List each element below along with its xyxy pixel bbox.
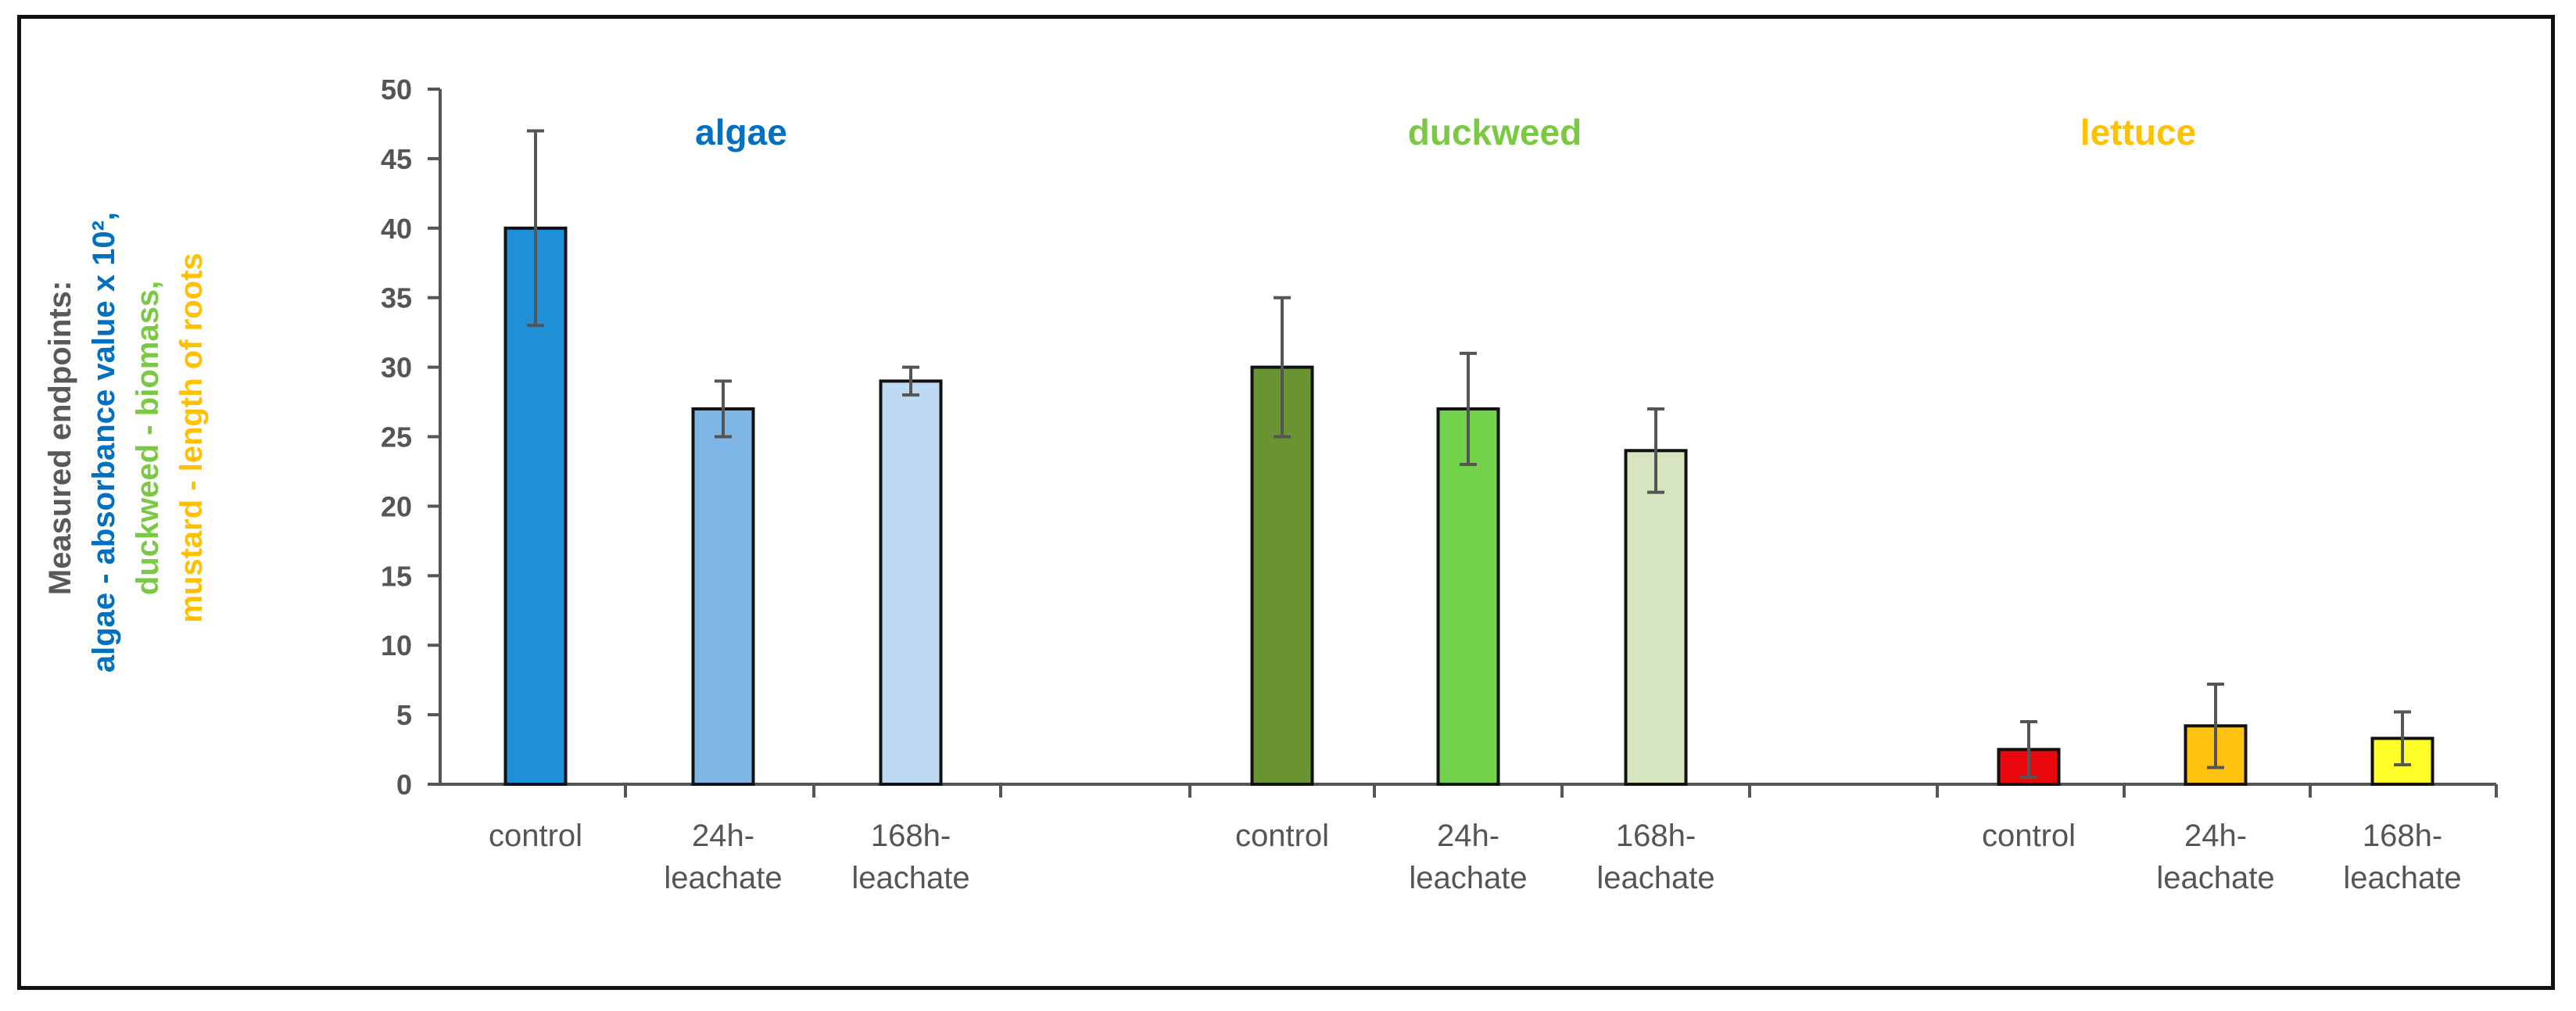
- category-label: 24h-leachate: [664, 819, 782, 895]
- category-label: control: [489, 819, 582, 853]
- group-labels: algae duckweed lettuce: [695, 112, 2196, 152]
- group-label-lettuce: lettuce: [2080, 112, 2196, 152]
- x-axis-ticks: [624, 784, 2498, 798]
- y-axis-ticks: 0 5 10 15 20 25 30 35 40 45 50: [381, 73, 440, 801]
- bar-algae-2: [879, 379, 943, 786]
- y-tick-label: 50: [381, 73, 412, 106]
- category-label: 168h-leachate: [2343, 819, 2461, 895]
- bar-algae-1: [691, 407, 755, 786]
- y-axis-label: Measured endpoints: algae - absorbance va…: [43, 203, 209, 672]
- category-labels: control 24h-leachate 168h-leachate control 2…: [489, 819, 2462, 895]
- y-tick-label: 15: [381, 560, 412, 592]
- y-tick-label: 30: [381, 352, 412, 384]
- category-label: control: [1982, 819, 2076, 853]
- group-label-duckweed: duckweed: [1408, 112, 1582, 152]
- y-tick-label: 25: [381, 421, 412, 454]
- error-bars-layer: [527, 129, 2411, 780]
- category-label: 168h-leachate: [1596, 819, 1714, 895]
- y-tick-label: 20: [381, 490, 412, 522]
- y-tick-label: 45: [381, 143, 412, 175]
- category-label: control: [1235, 819, 1329, 853]
- group-label-algae: algae: [695, 112, 787, 152]
- category-label: 24h-leachate: [2156, 819, 2274, 895]
- category-label: 24h-leachate: [1409, 819, 1527, 895]
- y-tick-label: 40: [381, 213, 412, 245]
- y-tick-label: 0: [396, 769, 412, 801]
- y-tick-label: 10: [381, 629, 412, 661]
- y-tick-label: 35: [381, 282, 412, 314]
- bars-layer: [503, 226, 2434, 787]
- bar-duckweed-2: [1624, 449, 1688, 787]
- category-label: 168h-leachate: [851, 819, 969, 895]
- y-tick-label: 5: [396, 699, 412, 731]
